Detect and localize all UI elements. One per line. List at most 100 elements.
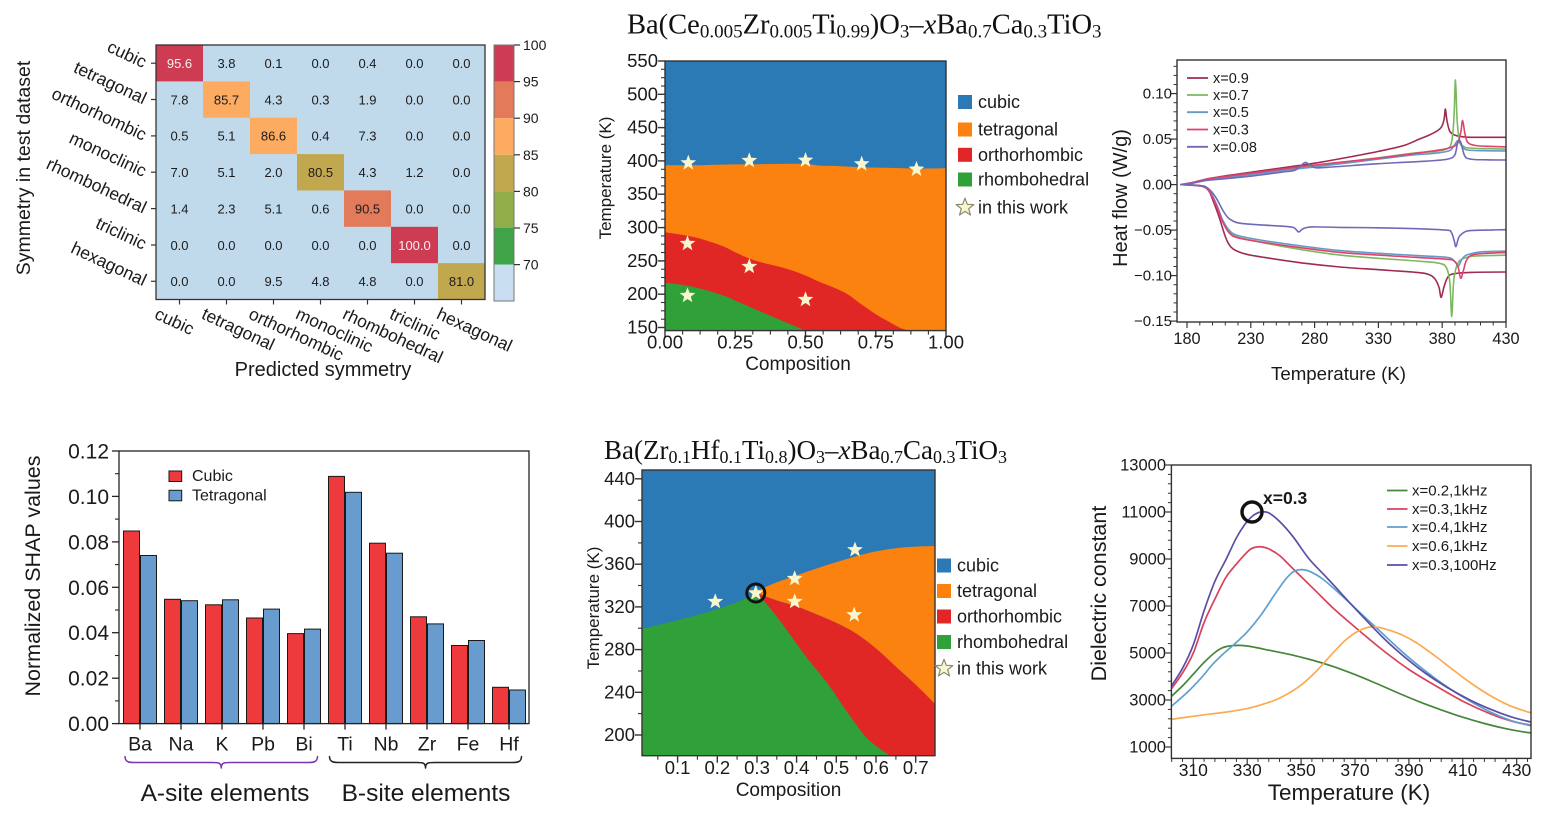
- svg-text:0.0: 0.0: [358, 238, 376, 253]
- svg-text:−0.10: −0.10: [1134, 268, 1172, 285]
- svg-text:180: 180: [1173, 330, 1200, 348]
- svg-text:200: 200: [604, 724, 635, 745]
- svg-text:0.6: 0.6: [311, 201, 329, 216]
- svg-text:cubic: cubic: [152, 303, 198, 338]
- svg-text:330: 330: [1233, 760, 1262, 780]
- svg-text:0.0: 0.0: [452, 201, 470, 216]
- svg-text:Ti: Ti: [337, 734, 353, 756]
- svg-text:81.0: 81.0: [449, 274, 474, 289]
- svg-text:0.00: 0.00: [1143, 177, 1172, 194]
- svg-text:Ba(Ce0.005Zr0.005Ti0.99)O3–xBa: Ba(Ce0.005Zr0.005Ti0.99)O3–xBa0.7Ca0.3Ti…: [627, 10, 1102, 43]
- svg-text:0.1: 0.1: [264, 56, 282, 71]
- svg-text:Ba: Ba: [128, 734, 152, 756]
- svg-text:0.12: 0.12: [68, 441, 109, 464]
- svg-text:4.3: 4.3: [264, 92, 282, 107]
- svg-text:0.75: 0.75: [858, 332, 894, 353]
- svg-text:tetragonal: tetragonal: [957, 581, 1037, 601]
- svg-text:330: 330: [1365, 330, 1392, 348]
- svg-text:x=0.08: x=0.08: [1213, 140, 1257, 156]
- svg-text:0.0: 0.0: [405, 201, 423, 216]
- svg-text:−0.05: −0.05: [1134, 222, 1172, 239]
- svg-text:7.3: 7.3: [358, 129, 376, 144]
- svg-text:7000: 7000: [1129, 598, 1166, 616]
- svg-text:280: 280: [1301, 330, 1328, 348]
- svg-text:0.0: 0.0: [452, 92, 470, 107]
- svg-text:240: 240: [604, 681, 635, 702]
- svg-text:−0.15: −0.15: [1134, 313, 1172, 330]
- svg-text:Nb: Nb: [374, 734, 399, 756]
- svg-text:Bi: Bi: [295, 734, 312, 756]
- svg-text:0.3: 0.3: [744, 757, 770, 778]
- svg-text:7.8: 7.8: [170, 92, 188, 107]
- svg-text:13000: 13000: [1120, 457, 1166, 475]
- svg-text:0.2: 0.2: [704, 757, 730, 778]
- svg-text:Cubic: Cubic: [192, 468, 233, 485]
- svg-text:Composition: Composition: [745, 354, 851, 375]
- svg-text:400: 400: [604, 511, 635, 532]
- svg-text:0.04: 0.04: [68, 622, 109, 645]
- svg-text:0.25: 0.25: [717, 332, 753, 353]
- svg-text:in this work: in this work: [978, 198, 1069, 218]
- svg-text:Ba(Zr0.1Hf0.1Ti0.8)O3–xBa0.7Ca: Ba(Zr0.1Hf0.1Ti0.8)O3–xBa0.7Ca0.3TiO3: [604, 435, 1007, 467]
- svg-text:Predicted symmetry: Predicted symmetry: [235, 359, 412, 381]
- svg-text:5.1: 5.1: [217, 129, 235, 144]
- svg-text:150: 150: [627, 317, 658, 338]
- svg-text:4.8: 4.8: [358, 274, 376, 289]
- svg-text:5000: 5000: [1129, 645, 1166, 663]
- svg-text:in this work: in this work: [957, 659, 1048, 679]
- svg-text:100: 100: [523, 37, 547, 53]
- svg-text:4.8: 4.8: [311, 274, 329, 289]
- svg-text:Fe: Fe: [457, 734, 480, 756]
- svg-text:430: 430: [1492, 330, 1519, 348]
- svg-text:rhombohedral: rhombohedral: [978, 170, 1089, 190]
- svg-text:x=0.2,1kHz: x=0.2,1kHz: [1412, 483, 1487, 500]
- svg-text:hexagonal: hexagonal: [434, 303, 516, 355]
- svg-text:1.4: 1.4: [170, 201, 188, 216]
- svg-text:95: 95: [523, 74, 539, 90]
- svg-text:Temperature (K): Temperature (K): [596, 117, 615, 240]
- svg-text:0.0: 0.0: [264, 238, 282, 253]
- svg-text:x=0.3,100Hz: x=0.3,100Hz: [1412, 557, 1497, 574]
- svg-text:9000: 9000: [1129, 551, 1166, 569]
- svg-text:200: 200: [627, 283, 658, 304]
- svg-text:0.0: 0.0: [452, 56, 470, 71]
- svg-text:2.0: 2.0: [264, 165, 282, 180]
- svg-text:0.0: 0.0: [452, 238, 470, 253]
- svg-text:86.6: 86.6: [261, 129, 286, 144]
- svg-text:tetragonal: tetragonal: [978, 120, 1058, 140]
- svg-text:Composition: Composition: [736, 780, 842, 801]
- svg-text:triclinic: triclinic: [93, 213, 150, 254]
- svg-text:orthorhombic: orthorhombic: [978, 145, 1083, 165]
- svg-text:0.08: 0.08: [68, 531, 109, 554]
- svg-text:0.4: 0.4: [358, 56, 376, 71]
- svg-text:80.5: 80.5: [308, 165, 333, 180]
- svg-text:230: 230: [1237, 330, 1264, 348]
- svg-text:80: 80: [523, 183, 539, 199]
- svg-text:11000: 11000: [1121, 504, 1166, 522]
- svg-text:440: 440: [604, 468, 635, 489]
- svg-text:0.0: 0.0: [405, 274, 423, 289]
- svg-text:0.06: 0.06: [68, 577, 109, 600]
- svg-text:1000: 1000: [1129, 739, 1166, 757]
- svg-text:5.1: 5.1: [264, 201, 282, 216]
- svg-text:x=0.6,1kHz: x=0.6,1kHz: [1412, 538, 1487, 555]
- svg-text:500: 500: [627, 83, 658, 104]
- svg-text:B-site elements: B-site elements: [342, 780, 511, 807]
- svg-text:0.0: 0.0: [217, 274, 235, 289]
- svg-text:75: 75: [523, 220, 539, 236]
- svg-text:280: 280: [604, 639, 635, 660]
- svg-text:0.10: 0.10: [68, 486, 109, 509]
- svg-text:4.3: 4.3: [358, 165, 376, 180]
- svg-text:0.00: 0.00: [647, 332, 683, 353]
- svg-text:0.4: 0.4: [784, 757, 810, 778]
- svg-text:0.6: 0.6: [863, 757, 889, 778]
- svg-text:Zr: Zr: [418, 734, 437, 756]
- svg-text:0.4: 0.4: [311, 129, 329, 144]
- svg-text:cubic: cubic: [978, 92, 1020, 112]
- svg-text:0.02: 0.02: [68, 668, 109, 691]
- svg-text:100.0: 100.0: [398, 238, 431, 253]
- svg-text:0.7: 0.7: [903, 757, 929, 778]
- svg-text:x=0.3,1kHz: x=0.3,1kHz: [1412, 501, 1487, 518]
- svg-text:380: 380: [1429, 330, 1456, 348]
- svg-text:0.0: 0.0: [405, 92, 423, 107]
